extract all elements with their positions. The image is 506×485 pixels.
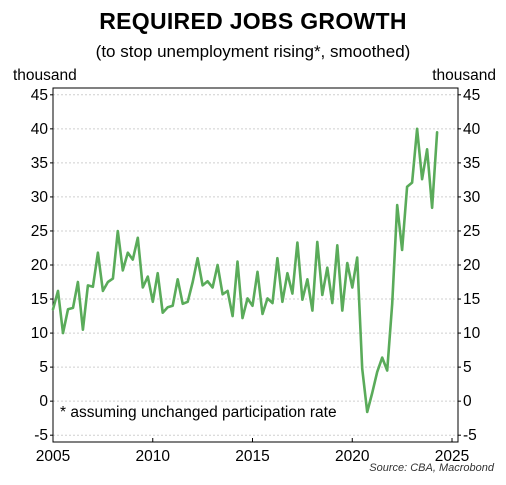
y-tick-label-right: 40 — [463, 121, 481, 138]
y-axis-unit-left: thousand — [13, 67, 77, 84]
chart-title: REQUIRED JOBS GROWTH — [99, 8, 407, 34]
y-tick-label-left: 40 — [31, 121, 49, 138]
y-tick-label-left: 35 — [31, 155, 48, 172]
y-tick-label-right: 0 — [463, 393, 472, 410]
x-tick-label: 2025 — [435, 448, 469, 465]
y-tick-label-left: 10 — [31, 325, 49, 342]
x-tick-label: 2010 — [136, 448, 171, 465]
y-tick-label-left: 15 — [31, 291, 48, 308]
y-tick-label-left: 45 — [31, 87, 48, 104]
source-note: Source: CBA, Macrobond — [369, 462, 494, 474]
x-tick-label: 2015 — [235, 448, 269, 465]
y-tick-label-left: 5 — [39, 359, 48, 376]
y-tick-label-right: 15 — [463, 291, 480, 308]
series-line — [51, 127, 439, 414]
y-tick-label-left: 0 — [39, 393, 48, 410]
x-tick-label: 2005 — [36, 448, 70, 465]
y-tick-label-left: 20 — [31, 257, 49, 274]
y-tick-label-right: 45 — [463, 87, 480, 104]
y-tick-label-left: 30 — [31, 189, 49, 206]
y-tick-label-right: 20 — [463, 257, 481, 274]
y-tick-label-right: 10 — [463, 325, 481, 342]
y-tick-label-left: -5 — [34, 427, 48, 444]
y-tick-label-right: 25 — [463, 223, 480, 240]
y-axis-unit-right: thousand — [432, 67, 496, 84]
y-tick-label-left: 25 — [31, 223, 48, 240]
chart-subtitle: (to stop unemployment rising*, smoothed) — [95, 42, 411, 61]
y-tick-label-right: 30 — [463, 189, 481, 206]
plot-frame — [52, 87, 459, 443]
y-tick-label-right: 5 — [463, 359, 472, 376]
y-tick-label-right: -5 — [463, 427, 477, 444]
annotation-note: * assuming unchanged participation rate — [60, 404, 337, 421]
x-tick-label: 2020 — [335, 448, 370, 465]
y-tick-label-right: 35 — [463, 155, 480, 172]
